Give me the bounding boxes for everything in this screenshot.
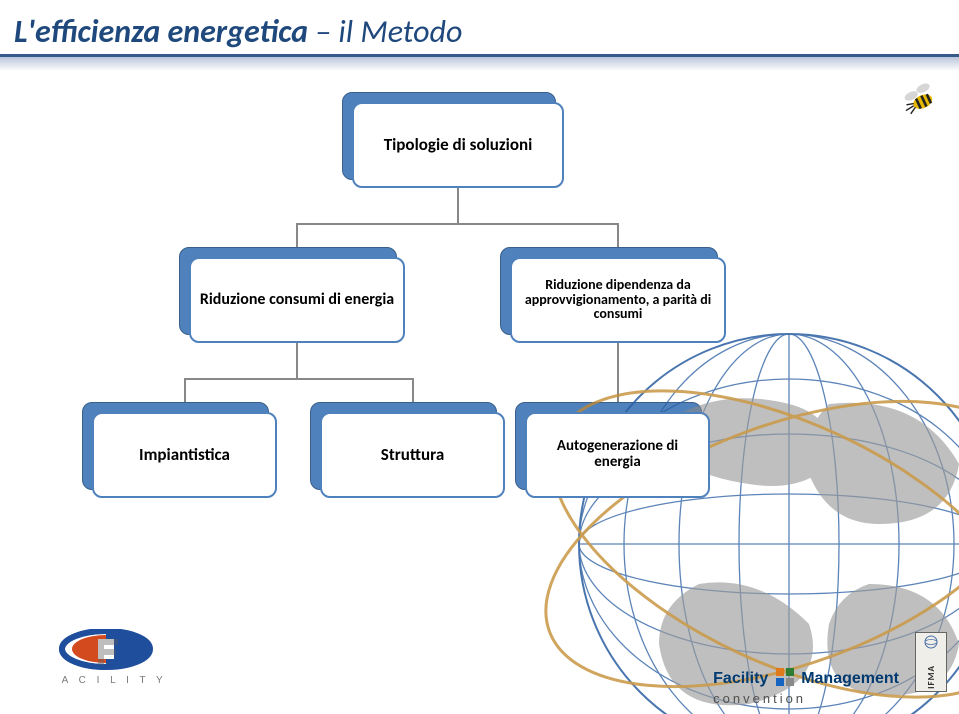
node-l2b: Riduzione dipendenza da approvvigionamen… [510, 257, 726, 343]
connector [412, 378, 414, 403]
title-italic: il Metodo [338, 12, 462, 51]
title-bold: L'efficienza energetica [14, 12, 308, 51]
node-l3c: Autogenerazione di energia [525, 412, 710, 498]
bee-icon [899, 78, 943, 123]
slide-title-wrap: L'efficienza energetica – il Metodo [0, 0, 959, 51]
ifma-badge: IFMA [915, 632, 947, 692]
ifma-text: IFMA [926, 665, 937, 689]
connector [297, 223, 618, 225]
fm-quad-icon [776, 668, 794, 691]
connector [457, 188, 459, 223]
connector [184, 378, 186, 403]
node-l3a: Impiantistica [92, 412, 277, 498]
slide-title: L'efficienza energetica – il Metodo [14, 12, 945, 51]
fm-convention-logo: Facility Management convention [713, 668, 899, 706]
title-sep: – [308, 12, 338, 51]
fm-word-management: Management [801, 670, 899, 687]
node-l3b: Struttura [320, 412, 505, 498]
title-underline [0, 54, 959, 57]
fm-word-convention: convention [713, 691, 899, 706]
facility-g-text: F A C I L I T Y [58, 675, 167, 686]
connector [185, 378, 413, 380]
fm-word-facility: Facility [713, 670, 768, 687]
title-shade [0, 57, 959, 71]
connector [617, 223, 619, 248]
node-root: Tipologie di soluzioni [352, 102, 564, 188]
connector [296, 223, 298, 248]
facility-g-logo: F A C I L I T Y [58, 629, 186, 692]
footer: F A C I L I T Y Facility Management conv… [0, 624, 959, 714]
node-l2a: Riduzione consumi di energia [189, 257, 405, 343]
connector [296, 343, 298, 378]
